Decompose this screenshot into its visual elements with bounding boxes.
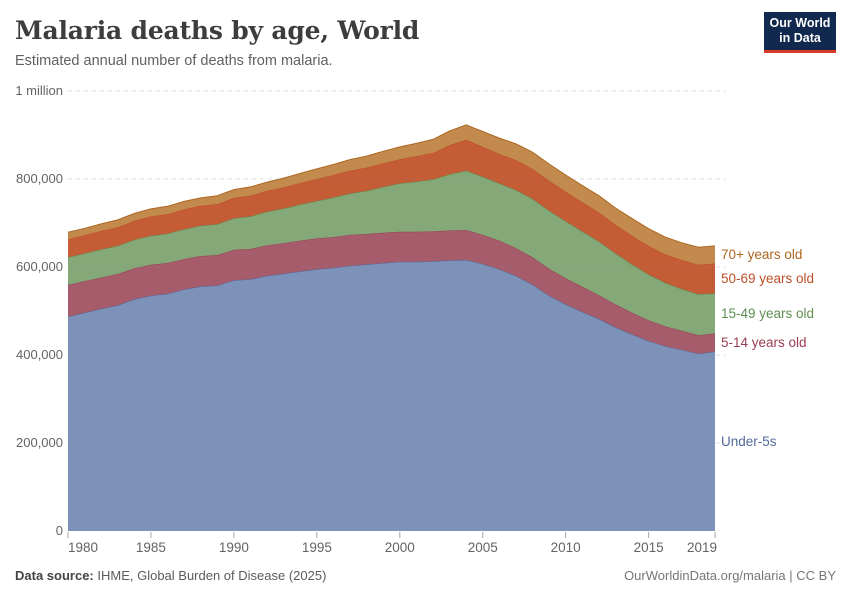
- y-axis-label-400000: 400,000: [16, 347, 63, 362]
- y-axis-label-1000000: 1 million: [15, 83, 63, 98]
- area-band-under-5s[interactable]: [68, 260, 715, 531]
- area-band-15-49[interactable]: [68, 170, 715, 336]
- chart-subtitle: Estimated annual number of deaths from m…: [15, 53, 333, 69]
- x-axis-label-2005: 2005: [467, 540, 498, 555]
- owid-logo-line1: Our World: [769, 16, 831, 30]
- x-axis-label-1990: 1990: [218, 540, 249, 555]
- area-band-70-plus[interactable]: [68, 124, 715, 265]
- owid-logo-line2: in Data: [779, 31, 821, 46]
- x-axis-label-2000: 2000: [384, 540, 415, 555]
- y-axis-label-600000: 600,000: [16, 259, 63, 274]
- y-axis-label-0: 0: [55, 523, 63, 538]
- area-band-50-69[interactable]: [68, 139, 715, 295]
- series-label-under-5s[interactable]: Under-5s: [721, 433, 777, 449]
- data-source-value: IHME, Global Burden of Disease (2025): [93, 568, 327, 583]
- series-label-5-14[interactable]: 5-14 years old: [721, 334, 807, 350]
- attribution-link[interactable]: OurWorldinData.org/malaria | CC BY: [624, 568, 836, 583]
- x-axis-label-1985: 1985: [135, 540, 166, 555]
- area-edge-70-plus: [67, 124, 716, 248]
- chart-title: Malaria deaths by age, World: [15, 16, 420, 45]
- x-axis-label-1995: 1995: [301, 540, 332, 555]
- data-source-label: Data source:: [15, 568, 94, 583]
- series-label-15-49[interactable]: 15-49 years old: [721, 305, 815, 321]
- y-axis-label-200000: 200,000: [16, 435, 63, 450]
- x-axis-label-2019: 2019: [686, 540, 717, 555]
- x-axis-label-2015: 2015: [633, 540, 664, 555]
- x-axis-label-2010: 2010: [550, 540, 581, 555]
- area-band-5-14[interactable]: [68, 230, 715, 354]
- data-source-note: Data source: IHME, Global Burden of Dise…: [15, 568, 326, 583]
- series-label-70-plus[interactable]: 70+ years old: [721, 247, 803, 263]
- series-label-50-69[interactable]: 50-69 years old: [721, 270, 815, 286]
- owid-logo[interactable]: Our World in Data: [764, 12, 836, 53]
- x-axis-label-1980: 1980: [68, 540, 99, 555]
- y-axis-label-800000: 800,000: [16, 171, 63, 186]
